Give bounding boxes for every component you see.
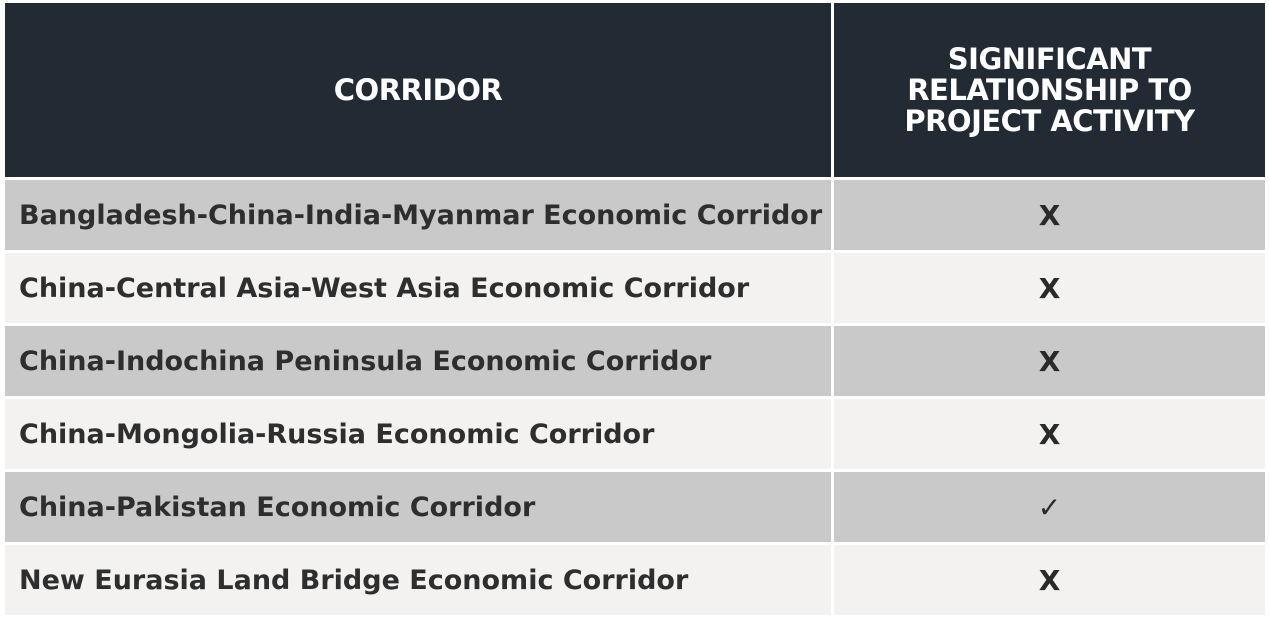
table-row: New Eurasia Land Bridge Economic Corrido… xyxy=(5,545,1265,615)
x-mark-icon: X xyxy=(834,180,1265,250)
table-row: China-Indochina Peninsula Economic Corri… xyxy=(5,326,1265,396)
corridor-name: China-Indochina Peninsula Economic Corri… xyxy=(5,326,831,396)
x-mark-icon: X xyxy=(834,326,1265,396)
corridor-name: China-Pakistan Economic Corridor xyxy=(5,472,831,542)
header-corridor: CORRIDOR xyxy=(5,3,831,177)
table-row: China-Mongolia-Russia Economic Corridor … xyxy=(5,399,1265,469)
x-mark-icon: X xyxy=(834,545,1265,615)
x-mark-icon: X xyxy=(834,253,1265,323)
header-relationship: SIGNIFICANT RELATIONSHIP TO PROJECT ACTI… xyxy=(834,3,1265,177)
check-mark-icon: ✓ xyxy=(834,472,1265,542)
corridor-name: New Eurasia Land Bridge Economic Corrido… xyxy=(5,545,831,615)
table-row: China-Pakistan Economic Corridor ✓ xyxy=(5,472,1265,542)
table-row: Bangladesh-China-India-Myanmar Economic … xyxy=(5,180,1265,250)
header-row: CORRIDOR SIGNIFICANT RELATIONSHIP TO PRO… xyxy=(5,3,1265,177)
corridor-name: China-Central Asia-West Asia Economic Co… xyxy=(5,253,831,323)
corridor-name: Bangladesh-China-India-Myanmar Economic … xyxy=(5,180,831,250)
table-row: China-Central Asia-West Asia Economic Co… xyxy=(5,253,1265,323)
x-mark-icon: X xyxy=(834,399,1265,469)
corridor-name: China-Mongolia-Russia Economic Corridor xyxy=(5,399,831,469)
